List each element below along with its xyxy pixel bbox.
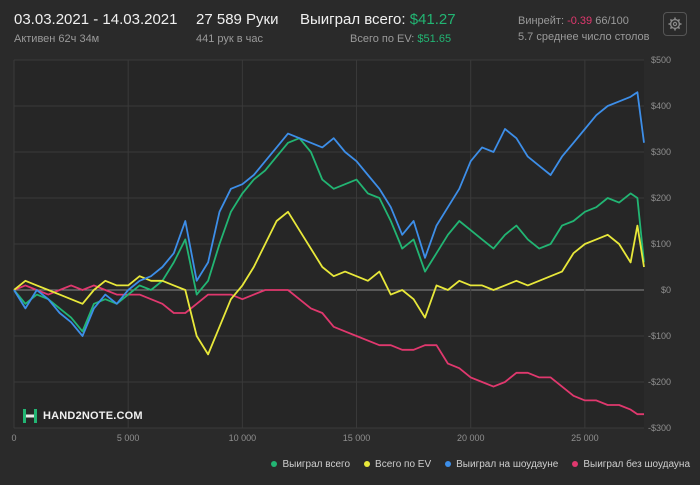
y-gridlines — [14, 59, 644, 429]
x-tick-label: 5 000 — [117, 433, 140, 443]
stats-header: 03.03.2021 - 14.03.2021 Активен 62ч 34м … — [0, 0, 700, 52]
winrate: Винрейт: -0.39 66/100 — [518, 15, 629, 27]
avg-tables: 5.7 среднее число столов — [518, 31, 650, 43]
chart-legend: Выиграл всего Всего по EV Выиграл на шоуда… — [210, 456, 690, 472]
legend-dot-icon — [364, 461, 371, 467]
ev-total: Всего по EV: $51.65 — [350, 33, 451, 45]
won-total-value: $41.27 — [409, 11, 456, 28]
legend-dot-icon — [572, 461, 579, 467]
ev-total-value: $51.65 — [417, 33, 452, 45]
legend-label: Всего по EV — [375, 458, 432, 470]
logo-text: HAND2NOTE.COM — [43, 410, 143, 422]
winrate-value: -0.39 — [567, 15, 593, 27]
series-line-3 — [13, 284, 644, 416]
y-axis-labels: $500 $400 $300 $200 $100 $0 -$100 -$200 -$300 — [648, 55, 671, 433]
won-total-label: Выиграл всего: — [300, 11, 406, 28]
hands-per-hour: 441 рук в час — [196, 33, 264, 45]
winrate-suffix: 66/100 — [595, 15, 629, 27]
hand2note-logo: HAND2NOTE.COM — [22, 407, 143, 425]
x-tick-label: 20 000 — [457, 433, 485, 443]
settings-button[interactable] — [663, 12, 687, 36]
winrate-label: Винрейт: — [518, 15, 565, 27]
x-tick-label: 0 — [11, 433, 16, 443]
won-total: Выиграл всего: $41.27 — [300, 11, 456, 28]
x-tick-label: 25 000 — [571, 433, 599, 443]
gear-icon — [668, 17, 682, 31]
series-lines — [13, 91, 645, 416]
legend-label: Выиграл без шоудауна — [583, 458, 690, 470]
x-axis-labels: 0 5 000 10 000 15 000 20 000 25 000 — [11, 433, 598, 443]
series-line-2 — [13, 91, 645, 337]
legend-item-0[interactable]: Выиграл всего — [271, 456, 350, 472]
series-line-0 — [13, 137, 645, 333]
y-tick-label: $100 — [651, 239, 671, 249]
x-tick-label: 10 000 — [229, 433, 257, 443]
legend-dot-icon — [445, 461, 452, 467]
x-tick-label: 15 000 — [343, 433, 371, 443]
ev-total-label: Всего по EV: — [350, 33, 415, 45]
series-line-1 — [13, 210, 645, 356]
legend-item-1[interactable]: Всего по EV — [364, 456, 431, 472]
date-range: 03.03.2021 - 14.03.2021 — [14, 11, 178, 28]
active-time: Активен 62ч 34м — [14, 33, 100, 45]
h2n-logo-icon — [23, 409, 37, 423]
y-tick-label: $200 — [651, 193, 671, 203]
y-tick-label: -$200 — [648, 377, 671, 387]
y-tick-label: -$100 — [648, 331, 671, 341]
y-tick-label: $500 — [651, 55, 671, 65]
legend-label: Выиграл на шоудауне — [456, 458, 559, 470]
legend-dot-icon — [271, 461, 278, 467]
y-tick-label: $0 — [661, 285, 671, 295]
legend-label: Выиграл всего — [282, 458, 351, 470]
legend-item-2[interactable]: Выиграл на шоудауне — [445, 456, 558, 472]
hands-count: 27 589 Руки — [196, 11, 279, 28]
y-tick-label: -$300 — [648, 423, 671, 433]
legend-item-3[interactable]: Выиграл без шоудауна — [572, 456, 690, 472]
y-tick-label: $300 — [651, 147, 671, 157]
y-tick-label: $400 — [651, 101, 671, 111]
